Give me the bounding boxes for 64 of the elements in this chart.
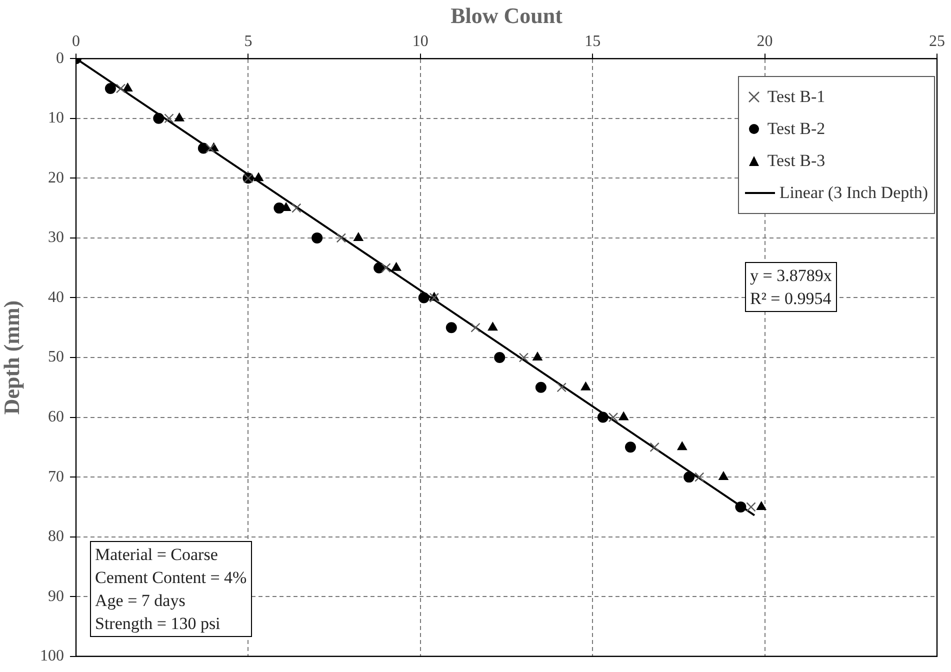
point [354, 232, 364, 241]
point [116, 84, 126, 94]
y-tick-label: 90 [48, 588, 64, 605]
point [174, 112, 184, 122]
point [556, 382, 566, 392]
y-tick-label: 30 [48, 229, 64, 246]
y-tick-label: 80 [48, 528, 64, 546]
x-axis-title: Blow Count [450, 2, 564, 28]
point [684, 472, 695, 483]
point [677, 442, 687, 450]
point [718, 472, 728, 480]
point [446, 322, 457, 334]
point [418, 292, 430, 304]
point [746, 502, 756, 512]
x-tick-label: 10 [412, 33, 428, 50]
y-tick-label: 40 [48, 288, 64, 306]
point [608, 412, 618, 422]
point [391, 262, 402, 271]
point [274, 202, 285, 214]
x-tick-label: 25 [929, 33, 945, 50]
point [624, 442, 636, 453]
point [580, 382, 591, 390]
point [535, 382, 546, 393]
point [488, 322, 498, 331]
point [470, 322, 480, 332]
point [122, 82, 132, 92]
annotation: Material = Coarse Cement Content = 4% Age = 7 days Strength = 130 psi [90, 541, 252, 637]
y-tick-label: 50 [48, 348, 64, 366]
y-tick-label: 0 [56, 50, 64, 67]
y-tick-label: 20 [48, 169, 64, 186]
point [518, 352, 529, 362]
x-tick-label: 0 [72, 33, 80, 50]
point [756, 501, 766, 510]
point [205, 143, 216, 154]
point [494, 352, 506, 363]
point [292, 203, 302, 213]
y-tick-label: 60 [48, 408, 64, 426]
point [532, 352, 542, 360]
point [254, 172, 264, 182]
point [597, 412, 608, 423]
y-tick-label: 70 [48, 468, 64, 486]
point [198, 142, 209, 154]
x-tick-label: 5 [244, 33, 252, 50]
x-tick-label: 15 [584, 33, 601, 50]
point [153, 112, 164, 124]
y-tick-label: 100 [40, 648, 64, 665]
point [374, 262, 385, 274]
y-axis-title: Depth (mm) [0, 300, 24, 415]
legend-label: Linear (3 Inch Depth) [779, 183, 928, 203]
annotation: y = 3.8789x R² = 0.9954 [745, 262, 837, 312]
point [650, 442, 660, 452]
point [104, 82, 116, 94]
point [694, 472, 704, 482]
point [336, 233, 346, 243]
legend-label: Test B-3 [767, 151, 826, 171]
point [735, 501, 746, 512]
point [312, 232, 323, 244]
point [381, 262, 391, 273]
point [164, 114, 174, 124]
legend-label: Test B-1 [767, 87, 826, 107]
point [618, 412, 628, 420]
y-tick-label: 10 [48, 110, 64, 127]
x-tick-label: 20 [756, 33, 773, 50]
legend-label: Test B-2 [767, 119, 826, 139]
